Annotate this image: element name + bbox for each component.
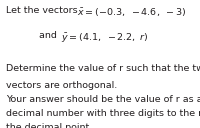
Text: and: and: [39, 31, 63, 40]
Text: Let the vectors: Let the vectors: [6, 6, 87, 15]
Text: Your answer should be the value of r as a: Your answer should be the value of r as …: [6, 95, 200, 104]
Text: $\bar{y} = (4.1,\ -2.2,\ r)$: $\bar{y} = (4.1,\ -2.2,\ r)$: [61, 31, 148, 44]
Text: Determine the value of r such that the two: Determine the value of r such that the t…: [6, 64, 200, 73]
Text: decimal number with three digits to the right of: decimal number with three digits to the …: [6, 109, 200, 118]
Text: the decimal point.: the decimal point.: [6, 123, 92, 128]
Text: $\bar{x} = (-0.3,\ -4.6,\ -3)$: $\bar{x} = (-0.3,\ -4.6,\ -3)$: [77, 6, 187, 18]
Text: vectors are orthogonal.: vectors are orthogonal.: [6, 81, 117, 90]
